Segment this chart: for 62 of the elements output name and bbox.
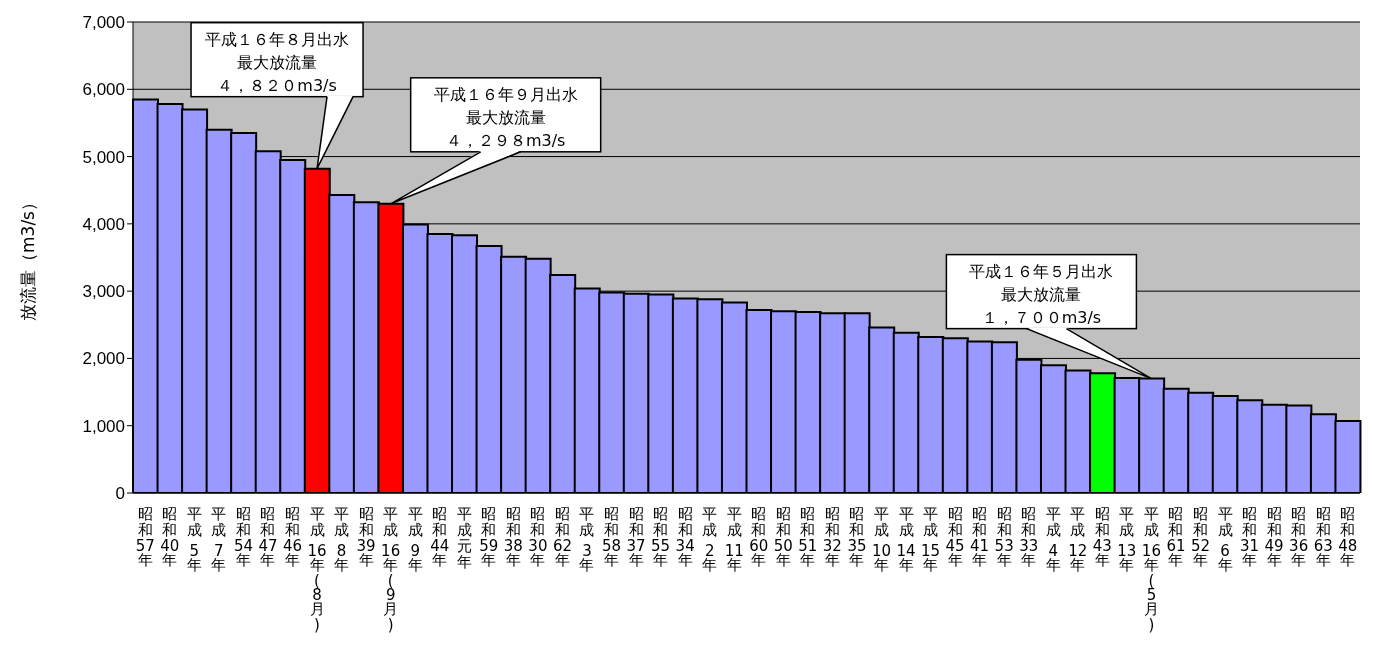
x-tick-label: 昭和32年 [822, 505, 842, 569]
x-tick-label: 昭和47年 [258, 505, 278, 569]
x-tick-label: 昭和49年 [1264, 505, 1284, 569]
x-tick-label: 昭和54年 [233, 505, 253, 569]
annotation: 平成１６年９月出水最大放流量４，２９８m3/s [433, 84, 578, 150]
x-tick-label: 平成 13年 [1117, 505, 1137, 574]
y-tick-label: 5,000 [82, 147, 125, 167]
x-tick-label: 昭和62年 [552, 505, 572, 569]
x-tick-label: 昭和37年 [626, 505, 646, 569]
x-tick-label: 平成 16年(9月) [381, 505, 401, 634]
y-tick-label: 7,000 [82, 13, 125, 33]
annotation: 平成１６年５月出水最大放流量１，７００m3/s [969, 261, 1114, 327]
x-tick-label: 昭和63年 [1313, 505, 1333, 569]
x-tick-label: 昭和51年 [798, 505, 818, 569]
y-axis-title: 放流量（m3/s） [18, 194, 39, 321]
x-tick-label: 平成 16年(8月) [307, 505, 327, 634]
x-tick-label: 昭和40年 [160, 505, 180, 569]
x-tick-label: 平成 4年 [1045, 505, 1061, 574]
x-tick-label: 昭和39年 [356, 505, 376, 569]
y-tick-label: 1,000 [82, 416, 125, 436]
x-tick-label: 昭和58年 [601, 505, 622, 569]
x-tick-label: 平成 8年 [334, 505, 350, 574]
x-tick-label: 昭和53年 [994, 505, 1014, 569]
x-tick-label: 昭和38年 [503, 505, 523, 569]
x-tick-label: 平成 2年 [702, 505, 718, 574]
x-tick-label: 昭和50年 [773, 505, 793, 569]
y-tick-label: 2,000 [82, 349, 125, 369]
x-tick-label: 昭和59年 [479, 505, 499, 569]
x-tick-label: 昭和48年 [1338, 505, 1358, 569]
x-tick-label: 平成 16年(5月) [1141, 505, 1161, 634]
x-tick-label: 昭和52年 [1190, 505, 1211, 569]
x-tick-label: 昭和35年 [847, 505, 867, 569]
x-tick-label: 昭和34年 [675, 505, 695, 569]
x-tick-label: 平成 12年 [1068, 505, 1088, 574]
x-tick-label: 昭和31年 [1240, 505, 1260, 569]
y-tick-label: 4,000 [82, 214, 125, 234]
x-tick-label: 平成 9年 [407, 505, 423, 574]
x-tick-label: 平成 15年 [921, 505, 941, 574]
x-tick-label: 昭和41年 [970, 505, 990, 569]
x-tick-label: 平成 6年 [1217, 505, 1233, 574]
x-tick-label: 昭和57年 [135, 505, 155, 569]
x-tick-label: 平成 11年 [724, 505, 744, 574]
x-tick-label: 平成 7年 [211, 505, 227, 574]
y-tick-label: 6,000 [82, 80, 125, 100]
y-tick-label: 0 [115, 484, 125, 504]
x-tick-label: 平成 10年 [871, 505, 892, 574]
annotation: 平成１６年８月出水最大放流量４，８２０m3/s [205, 29, 350, 95]
x-tick-label: 昭和33年 [1019, 505, 1039, 569]
x-tick-label: 昭和55年 [651, 505, 671, 569]
x-tick-label: 昭和60年 [749, 505, 769, 569]
x-tick-label: 平成元年 [456, 505, 472, 571]
x-tick-label: 昭和46年 [282, 505, 303, 569]
x-tick-label: 昭和44年 [430, 505, 450, 569]
y-tick-label: 3,000 [82, 282, 125, 302]
x-tick-label: 平成 14年 [896, 505, 916, 574]
x-tick-label: 平成 5年 [186, 505, 202, 574]
x-tick-label: 昭和36年 [1289, 505, 1309, 569]
x-tick-label: 昭和61年 [1166, 505, 1186, 569]
x-tick-label: 昭和30年 [528, 505, 548, 569]
x-tick-label: 平成 3年 [579, 505, 595, 574]
x-tick-label: 昭和43年 [1092, 505, 1112, 569]
x-tick-label: 昭和45年 [945, 505, 965, 569]
